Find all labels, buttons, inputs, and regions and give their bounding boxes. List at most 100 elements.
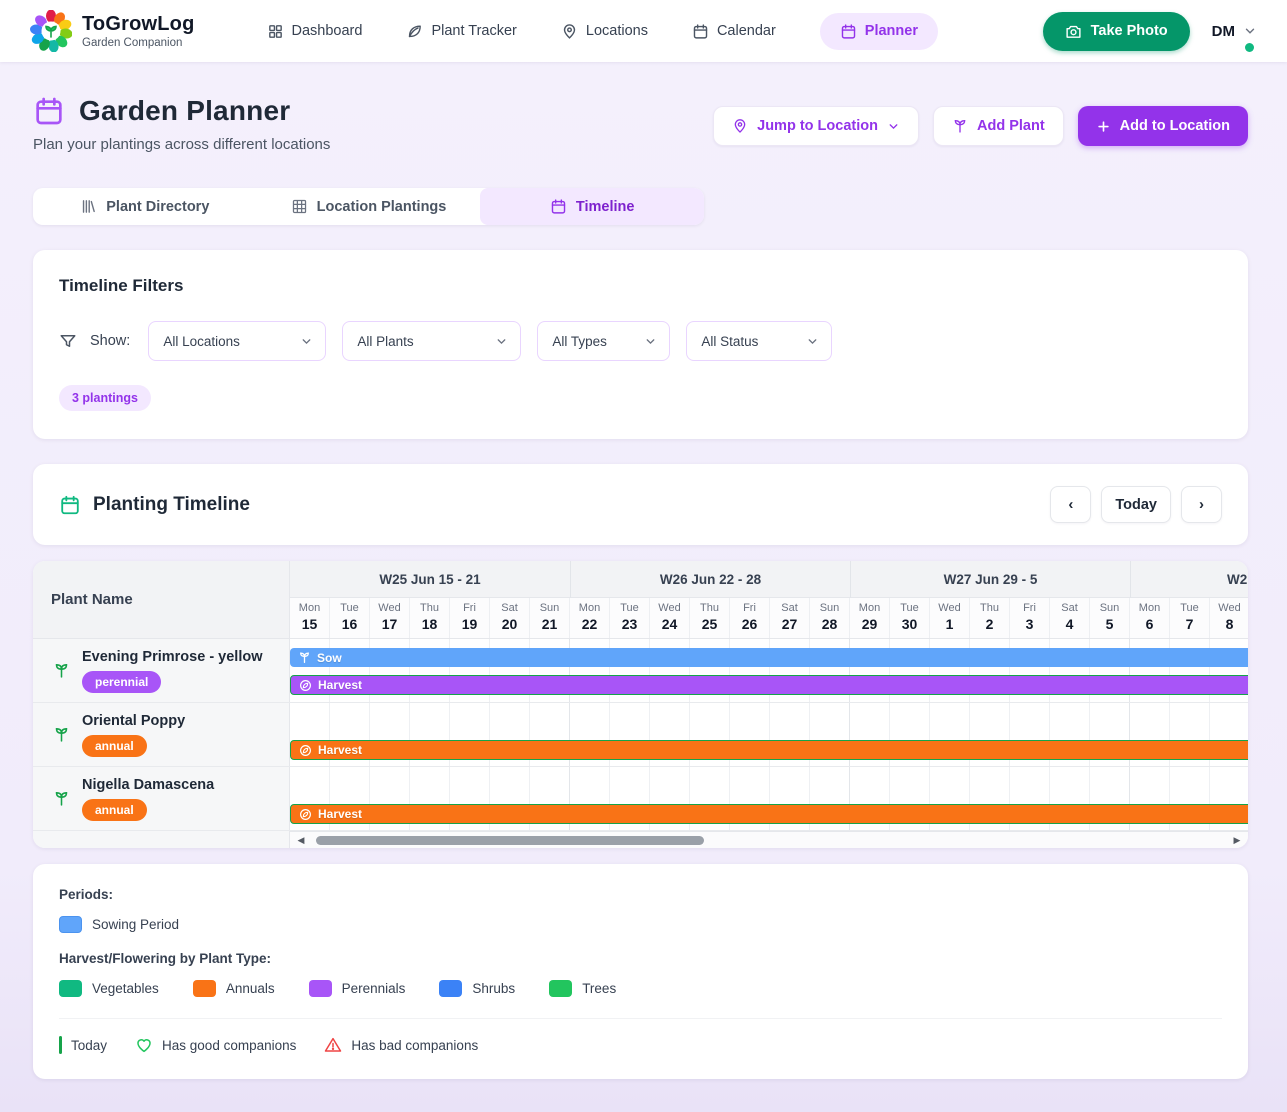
- day-header-cell: Mon 15: [290, 598, 330, 638]
- take-photo-label: Take Photo: [1090, 23, 1168, 39]
- plant-row-label-cell[interactable]: Nigella Damascena annual: [33, 767, 290, 830]
- chevron-down-icon: [300, 335, 313, 348]
- legend-type-perennials: Perennials: [308, 980, 405, 997]
- day-header-cell: Sun 28: [810, 598, 850, 638]
- day-header-cell: Thu 18: [410, 598, 450, 638]
- plant-row-oriental-poppy: Oriental Poppy annual Harvest: [33, 703, 1248, 767]
- planting-timeline-card: Planting Timeline ‹ Today ›: [33, 464, 1248, 545]
- plant-name: Evening Primrose - yellow: [82, 648, 263, 665]
- day-header-cell: Wed 8: [1210, 598, 1248, 638]
- bad-companions-label: Has bad companions: [351, 1037, 479, 1053]
- next-week-button[interactable]: ›: [1181, 486, 1222, 523]
- week-column: W27 Jun 29 - 5 Mon 29 Tue 30 Wed 1 Thu 2 Fri 3 Sat 4…: [850, 561, 1130, 639]
- plant-row-label-cell[interactable]: Evening Primrose - yellow perennial: [33, 639, 290, 702]
- view-tabs: Plant Directory Location Plantings Timelin…: [33, 188, 704, 225]
- plant-row-label-cell[interactable]: Oriental Poppy annual: [33, 703, 290, 766]
- chart-bars-icon: [80, 198, 97, 215]
- day-headers: Mon 22 Tue 23 Wed 24 Thu 25 Fri 26 Sat 27 Sun 28: [570, 598, 850, 639]
- flower-logo-icon: [30, 10, 72, 52]
- warning-triangle-icon: [324, 1036, 342, 1054]
- nav-items: Dashboard Plant Tracker Locations Calendar P…: [267, 12, 938, 50]
- color-swatch: [192, 980, 216, 997]
- week-label: W27 Jun 29 - 5: [850, 561, 1130, 598]
- sprout-icon: [53, 662, 70, 679]
- legend-type-trees: Trees: [549, 980, 616, 997]
- day-header-cell: Tue 30: [890, 598, 930, 638]
- scroll-left-arrow-icon[interactable]: ◀: [297, 834, 305, 845]
- take-photo-button[interactable]: Take Photo: [1042, 11, 1190, 51]
- timeline-grid: Plant Name W25 Jun 15 - 21 Mon 15 Tue 16 Wed 1…: [33, 561, 1248, 848]
- legend-type-shrubs: Shrubs: [439, 980, 515, 997]
- day-header-cell: Thu 2: [970, 598, 1010, 638]
- jump-to-location-label: Jump to Location: [757, 118, 878, 134]
- chevron-down-icon: [887, 120, 900, 133]
- add-to-location-label: Add to Location: [1119, 118, 1230, 134]
- brand-title: ToGrowLog: [82, 13, 195, 35]
- color-swatch: [439, 980, 463, 997]
- plant-type-badge: perennial: [82, 670, 162, 693]
- add-plant-label: Add Plant: [976, 118, 1045, 134]
- add-to-location-button[interactable]: Add to Location: [1077, 106, 1248, 146]
- calendar-icon: [840, 23, 857, 40]
- tab-timeline[interactable]: Timeline: [480, 188, 704, 225]
- scroll-right-arrow-icon[interactable]: ▶: [1233, 834, 1241, 845]
- scrollbar-left-spacer: [33, 831, 290, 848]
- filter-select-all-types[interactable]: All Types: [537, 321, 671, 361]
- filter-select-all-plants[interactable]: All Plants: [342, 321, 522, 361]
- leaf-circle-icon: [299, 744, 312, 757]
- add-plant-button[interactable]: Add Plant: [932, 106, 1064, 146]
- day-headers: Mon 6 Tue 7 Wed 8: [1130, 598, 1248, 639]
- scrollbar-thumb[interactable]: [316, 835, 704, 845]
- legend-type-annuals: Annuals: [192, 980, 275, 997]
- harvest-bar[interactable]: Harvest: [290, 804, 1248, 824]
- chevron-down-icon: [495, 335, 508, 348]
- timeline-filters-card: Timeline Filters Show: All Locations All …: [33, 250, 1248, 439]
- week-label: W26 Jun 22 - 28: [570, 561, 850, 598]
- timeline-lane: Harvest: [290, 767, 1248, 830]
- user-menu[interactable]: DM: [1212, 23, 1257, 40]
- map-pin-icon: [732, 118, 748, 134]
- filter-select-all-locations[interactable]: All Locations: [148, 321, 327, 361]
- day-header-cell: Wed 17: [370, 598, 410, 638]
- legend-card: Periods: Sowing Period Harvest/Flowering…: [33, 864, 1248, 1079]
- today-button[interactable]: Today: [1101, 486, 1171, 523]
- plant-type-badge: annual: [82, 798, 147, 821]
- day-headers: Mon 29 Tue 30 Wed 1 Thu 2 Fri 3 Sat 4 Sun 5: [850, 598, 1130, 639]
- timeline-lane: Sow Harvest: [290, 639, 1248, 702]
- nav-item-dashboard[interactable]: Dashboard: [267, 23, 362, 40]
- tab-plant-directory[interactable]: Plant Directory: [33, 188, 257, 225]
- nav-item-calendar[interactable]: Calendar: [692, 23, 776, 40]
- day-header-cell: Sun 5: [1090, 598, 1130, 638]
- prev-week-button[interactable]: ‹: [1050, 486, 1092, 523]
- day-header-cell: Wed 24: [650, 598, 690, 638]
- week-headers: W25 Jun 15 - 21 Mon 15 Tue 16 Wed 17 Thu 18 Fri 19…: [290, 561, 1248, 639]
- timeline-lane: Harvest: [290, 703, 1248, 766]
- chevron-down-icon: [644, 335, 657, 348]
- brand-logo[interactable]: ToGrowLog Garden Companion: [30, 10, 195, 52]
- good-companions-legend-item: Has good companions: [135, 1036, 296, 1054]
- nav-item-locations[interactable]: Locations: [561, 23, 648, 40]
- sprout-icon: [298, 651, 311, 664]
- harvest-bar[interactable]: Harvest: [290, 740, 1248, 760]
- day-headers: Mon 15 Tue 16 Wed 17 Thu 18 Fri 19 Sat 20 Sun 21: [290, 598, 570, 639]
- nav-item-planner[interactable]: Planner: [819, 12, 938, 50]
- horizontal-scrollbar[interactable]: ◀ ▶: [290, 831, 1248, 848]
- filter-select-all-status[interactable]: All Status: [686, 321, 833, 361]
- tab-location-plantings[interactable]: Location Plantings: [257, 188, 481, 225]
- sow-bar[interactable]: Sow: [290, 648, 1248, 667]
- today-marker: [59, 1036, 62, 1054]
- day-header-cell: Sat 4: [1050, 598, 1090, 638]
- harvest-bar[interactable]: Harvest: [290, 675, 1248, 695]
- jump-to-location-button[interactable]: Jump to Location: [713, 106, 919, 146]
- plant-type-legend: Vegetables Annuals Perennials Shrubs Trees: [59, 980, 1222, 997]
- user-initials: DM: [1211, 22, 1235, 40]
- color-swatch: [59, 980, 82, 997]
- nav-item-plant-tracker[interactable]: Plant Tracker: [406, 23, 517, 40]
- week-label: W25 Jun 15 - 21: [290, 561, 570, 598]
- day-header-cell: Thu 25: [690, 598, 730, 638]
- brand-subtitle: Garden Companion: [82, 37, 183, 49]
- day-header-cell: Sat 20: [490, 598, 530, 638]
- color-swatch: [308, 980, 332, 997]
- legend-type-vegetables: Vegetables: [59, 980, 159, 997]
- week-column: W25 Jun 15 - 21 Mon 15 Tue 16 Wed 17 Thu 18 Fri 19…: [290, 561, 570, 639]
